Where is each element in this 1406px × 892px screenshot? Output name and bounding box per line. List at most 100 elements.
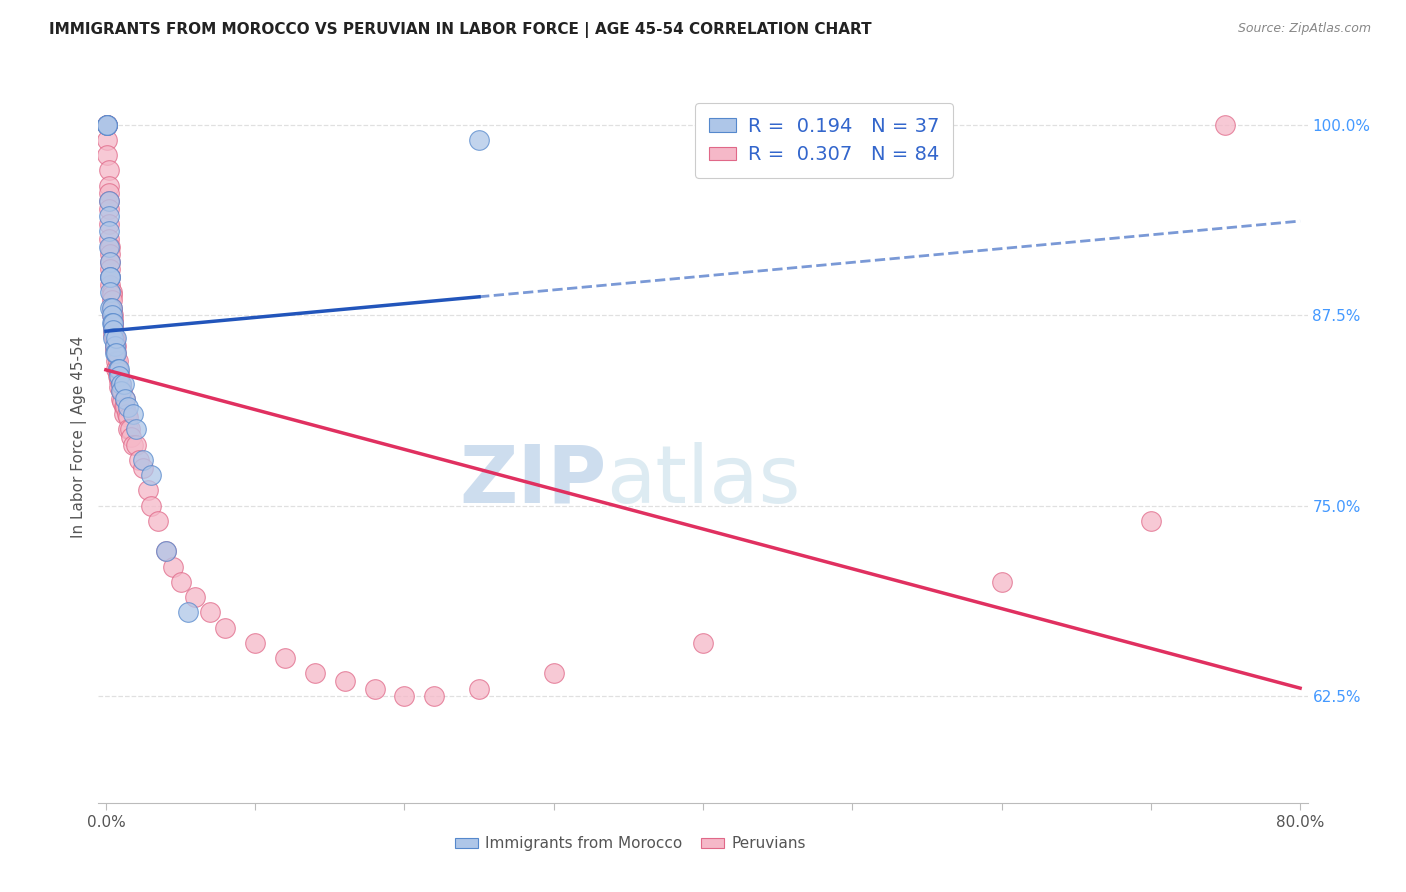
Point <box>97 202 120 216</box>
Point <box>214 621 236 635</box>
Point <box>107 361 129 376</box>
Point <box>103 318 125 333</box>
Point <box>543 666 565 681</box>
Point <box>96 118 118 132</box>
Point <box>120 430 142 444</box>
Point <box>101 301 124 315</box>
Point <box>98 270 121 285</box>
Point <box>101 301 124 315</box>
Point <box>177 605 200 619</box>
Point <box>110 376 132 391</box>
Point <box>114 392 136 406</box>
Point <box>105 338 128 352</box>
Point <box>98 270 121 285</box>
Point <box>98 255 121 269</box>
Point <box>423 689 446 703</box>
Point <box>98 270 121 285</box>
Point <box>104 343 127 358</box>
Point <box>101 285 124 300</box>
Point <box>111 384 134 399</box>
Point <box>101 308 124 322</box>
Point <box>105 346 128 360</box>
Point <box>98 255 121 269</box>
Point <box>101 316 124 330</box>
Point <box>132 453 155 467</box>
Point <box>101 308 124 322</box>
Point <box>110 376 132 391</box>
Point <box>115 407 138 421</box>
Point <box>103 323 125 337</box>
Point <box>108 365 131 379</box>
Point <box>97 178 120 193</box>
Point <box>146 514 169 528</box>
Point <box>96 148 118 162</box>
Point <box>110 384 132 399</box>
Point <box>97 186 120 201</box>
Point <box>139 468 162 483</box>
Point <box>112 376 135 391</box>
Point <box>110 384 132 399</box>
Point <box>121 438 143 452</box>
Point <box>101 288 124 302</box>
Point <box>104 346 127 360</box>
Point <box>97 163 120 178</box>
Point <box>304 666 326 681</box>
Point <box>990 574 1012 589</box>
Point <box>105 361 128 376</box>
Point <box>169 574 191 589</box>
Point <box>108 380 131 394</box>
Point <box>96 118 118 132</box>
Point <box>97 194 120 208</box>
Point <box>117 400 139 414</box>
Point <box>103 328 125 343</box>
Point <box>105 354 128 368</box>
Point <box>96 118 118 132</box>
Point <box>97 232 120 246</box>
Point <box>114 400 136 414</box>
Point <box>101 293 124 307</box>
Point <box>98 285 121 300</box>
Text: IMMIGRANTS FROM MOROCCO VS PERUVIAN IN LABOR FORCE | AGE 45-54 CORRELATION CHART: IMMIGRANTS FROM MOROCCO VS PERUVIAN IN L… <box>49 22 872 38</box>
Point <box>112 400 135 414</box>
Point <box>107 369 129 384</box>
Point <box>103 316 125 330</box>
Point <box>97 194 120 208</box>
Point <box>1140 514 1163 528</box>
Point <box>139 499 162 513</box>
Point <box>1215 118 1237 132</box>
Point <box>468 133 491 147</box>
Y-axis label: In Labor Force | Age 45-54: In Labor Force | Age 45-54 <box>72 336 87 538</box>
Point <box>184 590 207 604</box>
Point <box>136 483 159 498</box>
Point <box>117 410 139 425</box>
Text: atlas: atlas <box>606 442 800 520</box>
Point <box>128 453 150 467</box>
Point <box>98 301 121 315</box>
Point <box>692 636 714 650</box>
Point <box>243 636 266 650</box>
Point <box>121 407 143 421</box>
Point <box>112 407 135 421</box>
Point <box>333 673 356 688</box>
Point <box>96 118 118 132</box>
Point <box>107 361 129 376</box>
Point <box>114 392 136 406</box>
Point <box>101 303 124 318</box>
Point <box>98 277 121 292</box>
Text: Source: ZipAtlas.com: Source: ZipAtlas.com <box>1237 22 1371 36</box>
Point <box>105 346 128 360</box>
Point <box>97 217 120 231</box>
Legend: Immigrants from Morocco, Peruvians: Immigrants from Morocco, Peruvians <box>449 830 813 857</box>
Point <box>111 395 134 409</box>
Point <box>98 247 121 261</box>
Point <box>394 689 416 703</box>
Point <box>104 334 127 348</box>
Point <box>162 559 184 574</box>
Point <box>96 133 118 147</box>
Point <box>468 681 491 696</box>
Point <box>110 392 132 406</box>
Point <box>200 605 222 619</box>
Point <box>104 331 127 345</box>
Point <box>274 651 297 665</box>
Point <box>96 118 118 132</box>
